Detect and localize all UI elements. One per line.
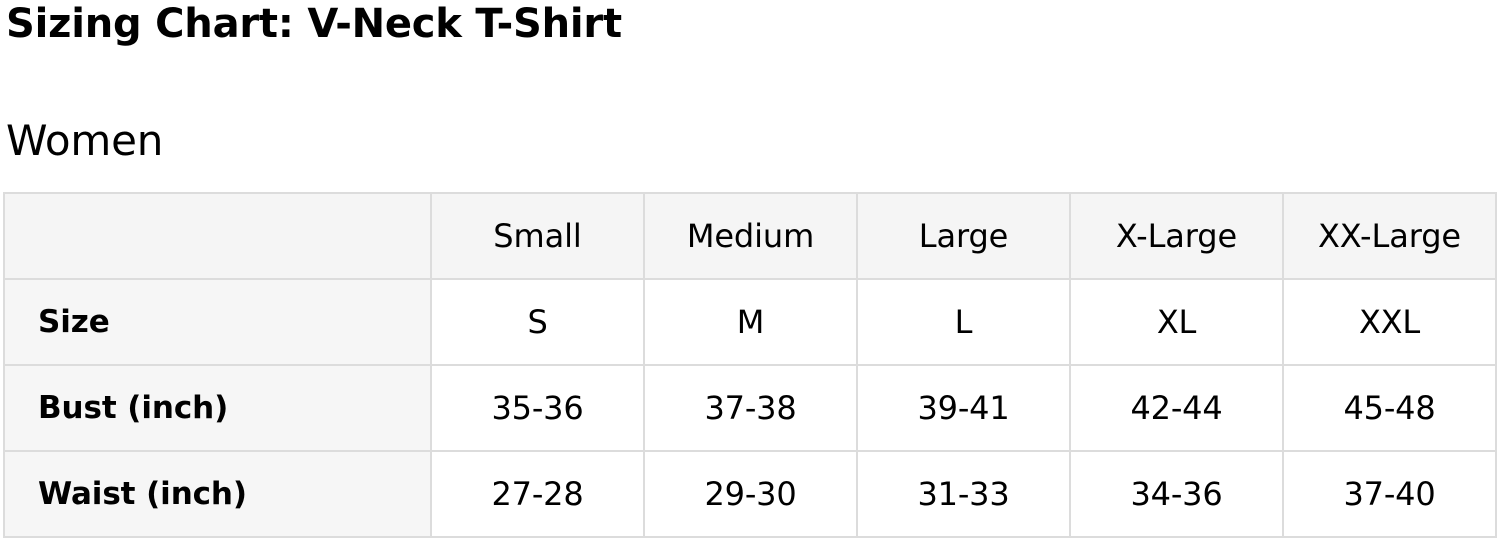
cell-bust-small: 35-36: [431, 365, 645, 452]
column-header-small: Small: [431, 193, 645, 280]
cell-waist-medium: 29-30: [644, 451, 858, 538]
row-label-bust: Bust (inch): [4, 365, 432, 452]
column-header-medium: Medium: [644, 193, 858, 280]
cell-bust-large: 39-41: [857, 365, 1071, 452]
cell-waist-x-large: 34-36: [1070, 451, 1284, 538]
cell-size-xx-large: XXL: [1283, 279, 1497, 366]
cell-size-medium: M: [644, 279, 858, 366]
cell-waist-large: 31-33: [857, 451, 1071, 538]
cell-bust-xx-large: 45-48: [1283, 365, 1497, 452]
cell-bust-x-large: 42-44: [1070, 365, 1284, 452]
row-label-waist: Waist (inch): [4, 451, 432, 538]
size-table-container: Small Medium Large X-Large XX-Large Size…: [3, 192, 1497, 538]
table-corner-cell: [4, 193, 432, 280]
column-header-large: Large: [857, 193, 1071, 280]
section-heading-women: Women: [6, 116, 164, 165]
table-row: Waist (inch) 27-28 29-30 31-33 34-36 37-…: [4, 451, 1497, 538]
column-header-xx-large: XX-Large: [1283, 193, 1497, 280]
cell-size-x-large: XL: [1070, 279, 1284, 366]
row-label-size: Size: [4, 279, 432, 366]
sizing-table: Small Medium Large X-Large XX-Large Size…: [3, 192, 1497, 538]
column-header-x-large: X-Large: [1070, 193, 1284, 280]
cell-bust-medium: 37-38: [644, 365, 858, 452]
cell-size-small: S: [431, 279, 645, 366]
cell-waist-small: 27-28: [431, 451, 645, 538]
page-title: Sizing Chart: V-Neck T-Shirt: [6, 1, 622, 47]
table-header: Small Medium Large X-Large XX-Large: [4, 193, 1497, 280]
cell-waist-xx-large: 37-40: [1283, 451, 1497, 538]
table-body: Size S M L XL XXL Bust (inch) 35-36 37-3…: [4, 279, 1497, 538]
cell-size-large: L: [857, 279, 1071, 366]
table-header-row: Small Medium Large X-Large XX-Large: [4, 193, 1497, 280]
table-row: Bust (inch) 35-36 37-38 39-41 42-44 45-4…: [4, 365, 1497, 452]
table-row: Size S M L XL XXL: [4, 279, 1497, 366]
